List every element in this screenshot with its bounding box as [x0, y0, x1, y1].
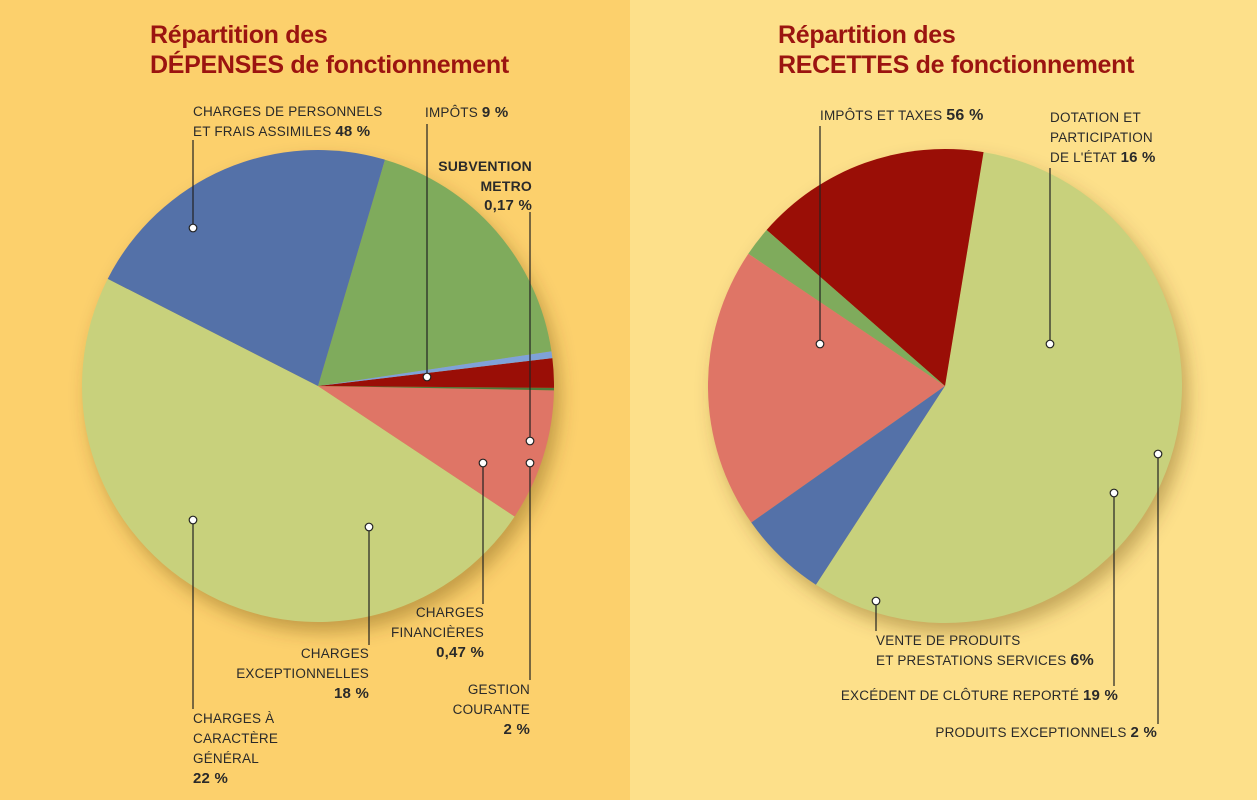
- leader-dot: [525, 458, 535, 468]
- pie-slice-excedent-de-cloture-reporte: [707, 253, 945, 523]
- label-value: 0,17 %: [484, 197, 532, 214]
- leader-lines: [188, 124, 1163, 724]
- label-line: EXCEPTIONNELLES: [236, 666, 369, 681]
- leader-dot: [422, 372, 432, 382]
- pie-slice-vente-de-produits-et-prestations-services: [751, 386, 945, 585]
- label-line: PRODUITS EXCEPTIONNELS: [935, 725, 1127, 740]
- recettes-title: Répartition des RECETTES de fonctionneme…: [778, 20, 1134, 80]
- label-value: 16 %: [1120, 149, 1156, 166]
- label-value: 19 %: [1083, 687, 1118, 704]
- label-dotation-etat: DOTATION ET PARTICIPATION DE L'ÉTAT 16 %: [1050, 108, 1156, 168]
- pie-slice-charges-de-personnels-et-frais-assimiles: [82, 278, 515, 622]
- label-line: CARACTÈRE: [193, 731, 279, 746]
- label-value: 6%: [1070, 652, 1094, 669]
- pie-slice-charges-financieres: [318, 351, 553, 386]
- label-line: CHARGES: [300, 646, 369, 661]
- recettes-title-line2: RECETTES de fonctionnement: [778, 51, 1135, 79]
- leader-dot: [1153, 449, 1163, 459]
- label-line: IMPÔTS ET TAXES: [820, 108, 943, 123]
- recettes-pie: [707, 149, 1188, 633]
- label-line: ET FRAIS ASSIMILES: [193, 124, 332, 139]
- pie-slice-impots: [318, 386, 554, 517]
- label-charges-exceptionnelles: CHARGES EXCEPTIONNELLES 18 %: [230, 644, 369, 704]
- label-charges-financieres: CHARGES FINANCIÈRES 0,47 %: [384, 603, 484, 663]
- label-line: CHARGES À: [193, 711, 275, 726]
- pie-slice-dotation-et-participation-de-l-etat: [766, 149, 984, 386]
- label-value: 56 %: [946, 107, 984, 124]
- label-line: COURANTE: [452, 702, 530, 717]
- pie-slice-subvention-metro: [318, 386, 554, 391]
- label-charges-general: CHARGES À CARACTÈRE GÉNÉRAL 22 %: [193, 709, 278, 789]
- label-line: METRO: [480, 178, 532, 194]
- label-gestion-courante: GESTION COURANTE 2 %: [430, 680, 530, 740]
- label-excedent-cloture: EXCÉDENT DE CLÔTURE REPORTÉ 19 %: [800, 686, 1118, 706]
- label-line: IMPÔTS: [425, 105, 478, 120]
- pie-slice-produits-exceptionnels: [748, 229, 945, 386]
- label-line: DOTATION ET: [1050, 110, 1141, 125]
- leader-dot: [871, 596, 881, 606]
- recettes-title-line1: Répartition des: [778, 21, 956, 49]
- label-value: 0,47 %: [436, 644, 484, 661]
- label-value: 9 %: [481, 104, 509, 121]
- label-line: CHARGES: [415, 605, 484, 620]
- label-line: PARTICIPATION: [1050, 130, 1153, 145]
- pie-slice-charges-a-caractere-general: [107, 149, 385, 386]
- label-line: FINANCIÈRES: [391, 625, 484, 640]
- leader-dot: [188, 515, 198, 525]
- label-value: 2 %: [1130, 724, 1157, 741]
- label-produits-exceptionnels: PRODUITS EXCEPTIONNELS 2 %: [880, 723, 1157, 743]
- label-line: DE L'ÉTAT: [1050, 150, 1117, 165]
- leader-dot: [1045, 339, 1055, 349]
- leader-dot: [478, 458, 488, 468]
- label-subvention-metro: SUBVENTION METRO 0,17 %: [430, 156, 532, 216]
- leader-dot: [188, 223, 198, 233]
- depenses-pie: [82, 149, 560, 632]
- label-value: 48 %: [335, 123, 371, 140]
- label-line: VENTE DE PRODUITS: [876, 633, 1021, 648]
- label-line: SUBVENTION: [438, 158, 532, 174]
- pie-slice-impots-et-taxes: [815, 152, 1183, 624]
- label-line: GÉNÉRAL: [193, 751, 259, 766]
- pie-slice-gestion-courante: [318, 358, 554, 388]
- pie-slice-charges-exceptionnelles: [318, 159, 552, 386]
- label-line: GESTION: [467, 682, 530, 697]
- label-line: ET PRESTATIONS SERVICES: [876, 653, 1067, 668]
- label-vente-produits: VENTE DE PRODUITS ET PRESTATIONS SERVICE…: [876, 631, 1094, 671]
- label-value: 2 %: [503, 721, 530, 738]
- label-line: CHARGES DE PERSONNELS: [193, 104, 383, 119]
- label-line: EXCÉDENT DE CLÔTURE REPORTÉ: [840, 688, 1080, 703]
- leader-dot: [1109, 488, 1119, 498]
- leader-dot: [815, 339, 825, 349]
- label-value: 22 %: [193, 770, 228, 787]
- depenses-title-line1: Répartition des: [150, 21, 328, 49]
- label-impots-taxes: IMPÔTS ET TAXES 56 %: [820, 106, 984, 126]
- label-value: 18 %: [334, 685, 369, 702]
- depenses-title: Répartition des DÉPENSES de fonctionneme…: [150, 20, 509, 80]
- label-charges-personnels: CHARGES DE PERSONNELS ET FRAIS ASSIMILES…: [193, 102, 383, 142]
- label-impots: IMPÔTS 9 %: [425, 103, 508, 123]
- leader-dot: [364, 522, 374, 532]
- leader-dot: [525, 436, 535, 446]
- depenses-title-line2: DÉPENSES de fonctionnement: [150, 51, 509, 79]
